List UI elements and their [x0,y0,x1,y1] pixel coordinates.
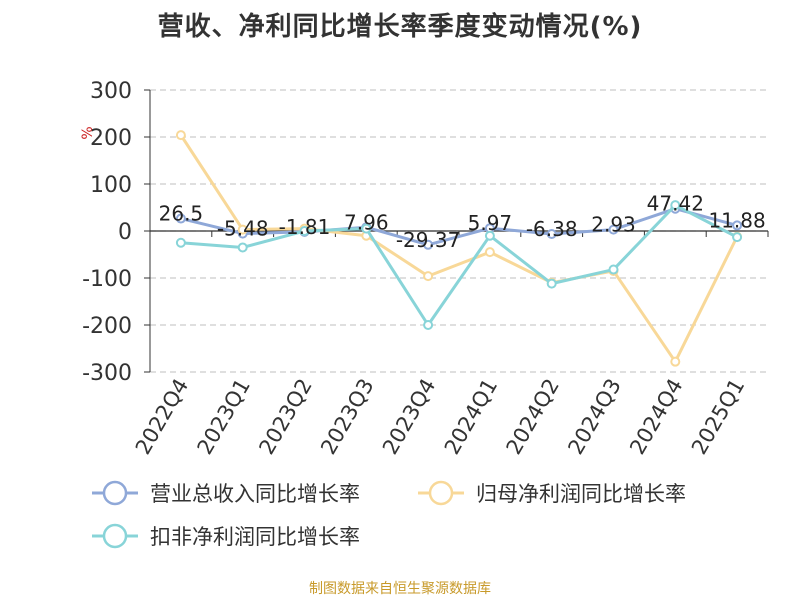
data-point [237,224,248,235]
data-label: -1.81 [279,215,331,239]
data-label: 26.5 [159,202,204,226]
data-label-layer: 26.5 -5.48 -1.81 7.96 -29.37 5.97 -6.38 2.93 47.… [159,192,766,252]
data-point [732,232,743,243]
legend-marker [428,480,454,506]
y-tick-label: 300 [90,79,132,104]
data-point [546,278,557,289]
data-point [237,242,248,253]
x-tick-label: 2023Q4 [378,375,440,459]
y-tick-label: -100 [82,267,132,292]
data-point [546,228,557,239]
data-label: 5.97 [468,211,513,235]
y-tick-label: 200 [90,126,132,151]
data-point [484,247,495,258]
data-point [175,213,186,224]
legend-marker [102,480,128,506]
x-tick-label: 2023Q2 [254,375,316,459]
x-tick-label: 2024Q1 [440,375,502,459]
data-point [361,223,372,234]
source-note: 制图数据来自恒生聚源数据库 [309,581,491,597]
data-point [423,320,434,330]
y-axis-label: % [80,126,96,139]
legend-item-3: 扣非净利润同比增长率 [92,523,360,549]
y-tick-label: 0 [118,220,132,245]
x-tick-label: 2023Q3 [316,375,378,459]
y-tick-label: -300 [82,361,132,386]
chart-title: 营收、净利同比增长率季度变动情况(%) [157,12,643,42]
legend-marker [102,523,128,549]
series-layer [175,130,743,367]
data-point [175,130,186,141]
y-tick-label: -200 [82,314,132,339]
data-point [670,356,681,367]
x-tick-label: 2024Q3 [563,375,625,459]
series-line-2 [179,134,739,364]
legend-label: 归母净利润同比增长率 [476,482,686,506]
series-line-3 [180,203,738,327]
data-label: -5.48 [217,217,269,241]
data-point [299,226,310,236]
x-tick-label: 2024Q2 [502,375,564,459]
data-label: 11.88 [708,208,765,232]
data-label: 2.93 [591,213,636,237]
legend-item-2: 归母净利润同比增长率 [418,480,686,506]
x-tick-label: 2022Q4 [131,375,193,459]
data-point [608,224,619,235]
data-point [423,239,434,250]
legend-label: 营业总收入同比增长率 [150,482,360,506]
data-point [732,220,743,231]
legend-item-1: 营业总收入同比增长率 [92,480,360,506]
data-point [423,271,434,282]
series-line-1 [180,207,738,247]
data-label: -6.38 [526,217,578,241]
x-tick-label: 2023Q1 [193,375,255,459]
x-tick-label: 2025Q1 [687,375,749,459]
x-tick-label: 2024Q4 [625,375,687,459]
data-label: -29.37 [396,228,460,252]
data-point [608,264,619,275]
data-label: 7.96 [344,210,389,234]
data-label: 47.42 [647,192,704,216]
data-point [484,230,495,241]
data-point [175,237,186,248]
data-point [670,200,681,211]
legend-label: 扣非净利润同比增长率 [150,525,360,549]
y-tick-label: 100 [90,173,132,198]
